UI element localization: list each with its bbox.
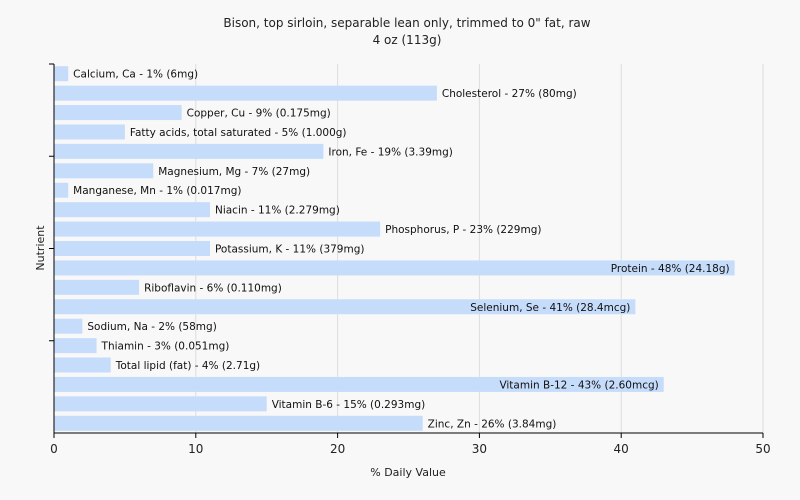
chart-subtitle: 4 oz (113g) bbox=[373, 33, 442, 47]
bar-label: Niacin - 11% (2.279mg) bbox=[215, 205, 340, 217]
bar-label: Magnesium, Mg - 7% (27mg) bbox=[158, 166, 310, 178]
gridlines bbox=[195, 64, 764, 433]
x-tick-label: 20 bbox=[330, 442, 345, 456]
bar bbox=[54, 299, 636, 315]
bar-label: Vitamin B-6 - 15% (0.293mg) bbox=[272, 399, 426, 411]
bar-label: Selenium, Se - 41% (28.4mcg) bbox=[470, 302, 630, 314]
bar bbox=[54, 415, 423, 431]
bar-label: Calcium, Ca - 1% (6mg) bbox=[73, 69, 198, 81]
bar-label: Copper, Cu - 9% (0.175mg) bbox=[187, 108, 331, 120]
y-axis-title: Nutrient bbox=[34, 225, 47, 271]
bar-label: Phosphorus, P - 23% (229mg) bbox=[385, 224, 541, 236]
bar-label: Potassium, K - 11% (379mg) bbox=[215, 244, 365, 256]
x-axis-title: % Daily Value bbox=[370, 466, 446, 479]
bar bbox=[54, 241, 210, 256]
bar bbox=[54, 396, 267, 412]
x-tick-label: 0 bbox=[50, 442, 58, 456]
chart-title: Bison, top sirloin, separable lean only,… bbox=[223, 16, 590, 30]
bar-label: Iron, Fe - 19% (3.39mg) bbox=[328, 146, 452, 158]
bar bbox=[54, 279, 140, 295]
bar-label: Sodium, Na - 2% (58mg) bbox=[87, 321, 216, 333]
bar bbox=[54, 318, 83, 334]
x-tick-label: 50 bbox=[755, 442, 770, 456]
x-tick-label: 30 bbox=[472, 442, 487, 456]
bar-label: Thiamin - 3% (0.051mg) bbox=[101, 341, 230, 353]
bar bbox=[54, 202, 210, 218]
bar bbox=[54, 66, 69, 82]
bar-label: Manganese, Mn - 1% (0.017mg) bbox=[73, 185, 241, 197]
bar-label: Protein - 48% (24.18g) bbox=[611, 263, 730, 275]
bar-label: Vitamin B-12 - 43% (2.60mcg) bbox=[499, 379, 658, 391]
bar-label: Total lipid (fat) - 4% (2.71g) bbox=[115, 360, 260, 372]
bar bbox=[54, 260, 735, 276]
bar bbox=[54, 143, 324, 159]
bar bbox=[54, 357, 111, 373]
axes bbox=[49, 63, 763, 434]
bar bbox=[54, 105, 182, 121]
bar-label: Zinc, Zn - 26% (3.84mg) bbox=[428, 418, 557, 430]
bar bbox=[54, 221, 381, 237]
bar-label: Riboflavin - 6% (0.110mg) bbox=[144, 282, 282, 294]
bar bbox=[54, 182, 69, 198]
x-ticks: 0 10 20 30 40 50 bbox=[50, 433, 771, 456]
bar bbox=[54, 85, 437, 101]
bar bbox=[54, 163, 154, 179]
bar bbox=[54, 376, 664, 392]
x-tick-label: 10 bbox=[188, 442, 203, 456]
bar-label: Fatty acids, total saturated - 5% (1.000… bbox=[130, 127, 347, 139]
bar bbox=[54, 338, 97, 354]
x-tick-label: 40 bbox=[614, 442, 629, 456]
bar-label: Cholesterol - 27% (80mg) bbox=[442, 88, 577, 100]
bars: Calcium, Ca - 1% (6mg) Cholesterol - 27% … bbox=[54, 66, 735, 431]
bar bbox=[54, 124, 125, 140]
